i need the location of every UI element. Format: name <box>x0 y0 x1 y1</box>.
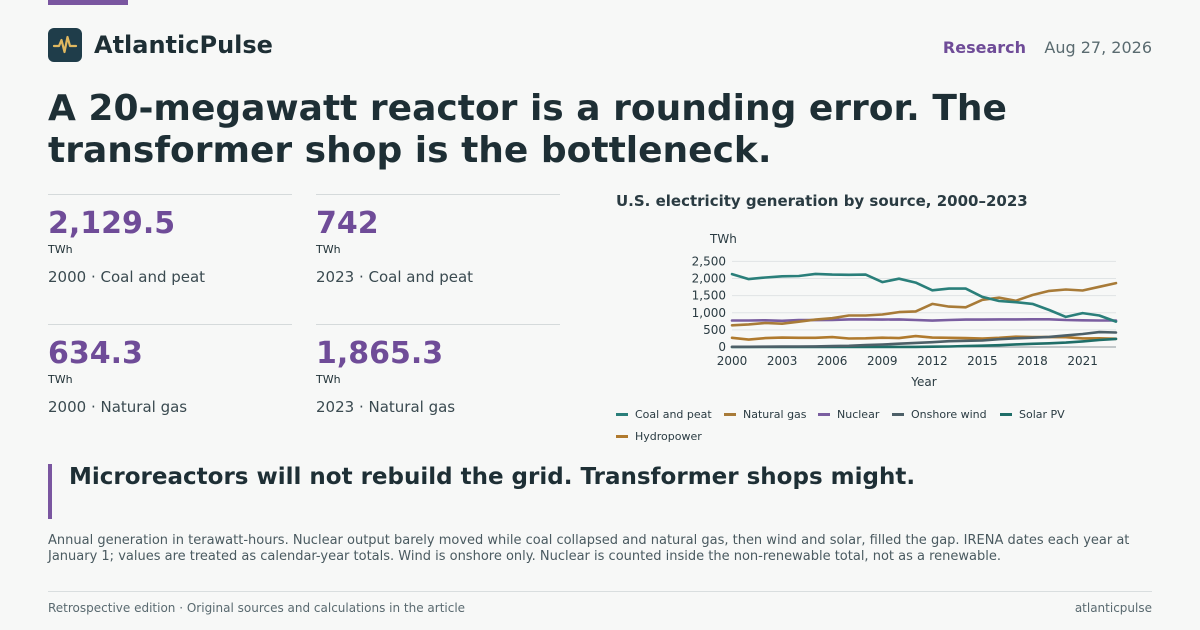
section-link[interactable]: Research <box>942 38 1026 57</box>
chart-plot: 0 500 1,000 1,500 2,000 2,500 2000 2003 2006 2009… <box>692 232 1118 389</box>
x-tick-label: 2003 <box>767 354 798 368</box>
stat-label: 2000 · Natural gas <box>48 398 188 416</box>
y-tick-label: 2,000 <box>692 272 726 286</box>
series-line-coal-and-peat <box>730 272 1118 323</box>
legend-label: Solar PV <box>1019 408 1065 421</box>
series-line-natural-gas <box>730 281 1118 327</box>
footer: Retrospective edition · Original sources… <box>48 591 1152 621</box>
headline: A 20-megawatt reactor is a rounding erro… <box>48 88 1007 171</box>
stat-unit: TWh <box>316 373 341 386</box>
generation-chart: U.S. electricity generation by source, 2… <box>616 192 1156 452</box>
y-axis-label: TWh <box>709 232 737 246</box>
y-tick-label: 1,500 <box>692 289 726 303</box>
pulse-icon <box>52 35 78 54</box>
stat-unit: TWh <box>316 243 341 256</box>
footer-brand[interactable]: atlanticpulse <box>1074 601 1152 615</box>
stat-label: 2023 · Natural gas <box>316 398 456 416</box>
header: AtlanticPulse Research Aug 27, 2026 <box>48 28 1152 64</box>
legend-item-coal-and-peat: Coal and peat <box>616 408 712 421</box>
legend-swatch <box>616 434 628 438</box>
stat-value: 1,865.3 <box>316 336 444 371</box>
y-tick-label: 500 <box>703 323 726 337</box>
chart-note: Annual generation in terawatt-hours. Nuc… <box>48 533 1130 564</box>
legend-swatch <box>818 412 830 416</box>
stat-value: 742 <box>316 206 379 241</box>
stat-card: 2,129.5 TWh 2000 · Coal and peat <box>48 194 292 286</box>
legend-item-onshore-wind: Onshore wind <box>892 408 987 421</box>
x-tick-label: 2021 <box>1067 354 1098 368</box>
stat-unit: TWh <box>48 373 73 386</box>
y-tick-label: 2,500 <box>692 254 726 268</box>
top-accent-bar <box>48 0 128 5</box>
stat-card: 634.3 TWh 2000 · Natural gas <box>48 324 292 416</box>
legend-swatch <box>616 412 628 416</box>
brand-name[interactable]: AtlanticPulse <box>94 31 273 59</box>
legend-label: Natural gas <box>743 408 807 421</box>
pull-quote-text: Microreactors will not rebuild the grid.… <box>69 464 916 490</box>
stat-unit: TWh <box>48 243 73 256</box>
chart-title: U.S. electricity generation by source, 2… <box>616 192 1028 210</box>
legend-swatch <box>1000 412 1012 416</box>
legend-item-nuclear: Nuclear <box>818 408 879 421</box>
legend-label: Onshore wind <box>911 408 987 421</box>
x-tick-label: 2018 <box>1017 354 1048 368</box>
legend-item-solar-pv: Solar PV <box>1000 408 1065 421</box>
x-tick-label: 2006 <box>817 354 848 368</box>
x-tick-label: 2000 <box>717 354 748 368</box>
logo[interactable] <box>48 28 82 62</box>
y-tick-label: 0 <box>718 340 726 354</box>
footer-edition: Retrospective edition · Original sources… <box>48 601 466 615</box>
publish-date: Aug 27, 2026 <box>1044 38 1152 57</box>
legend-label: Nuclear <box>837 408 880 421</box>
stat-label: 2023 · Coal and peat <box>316 268 474 286</box>
legend-label: Coal and peat <box>635 408 712 421</box>
stat-card: 742 TWh 2023 · Coal and peat <box>316 194 560 286</box>
legend-item-hydropower: Hydropower <box>616 430 702 443</box>
pull-quote: Microreactors will not rebuild the grid.… <box>48 464 1152 519</box>
x-axis-label: Year <box>910 375 936 389</box>
stat-card: 1,865.3 TWh 2023 · Natural gas <box>316 324 560 416</box>
x-tick-label: 2015 <box>967 354 998 368</box>
stat-label: 2000 · Coal and peat <box>48 268 206 286</box>
legend-swatch <box>724 412 736 416</box>
x-tick-label: 2009 <box>867 354 898 368</box>
y-tick-label: 1,000 <box>692 306 726 320</box>
legend-label: Hydropower <box>635 430 702 443</box>
series-line-onshore-wind <box>730 330 1118 349</box>
legend-swatch <box>892 412 904 416</box>
legend-item-natural-gas: Natural gas <box>724 408 807 421</box>
stat-value: 634.3 <box>48 336 143 371</box>
stat-value: 2,129.5 <box>48 206 176 241</box>
x-tick-label: 2012 <box>917 354 948 368</box>
series-line-nuclear <box>730 318 1118 323</box>
